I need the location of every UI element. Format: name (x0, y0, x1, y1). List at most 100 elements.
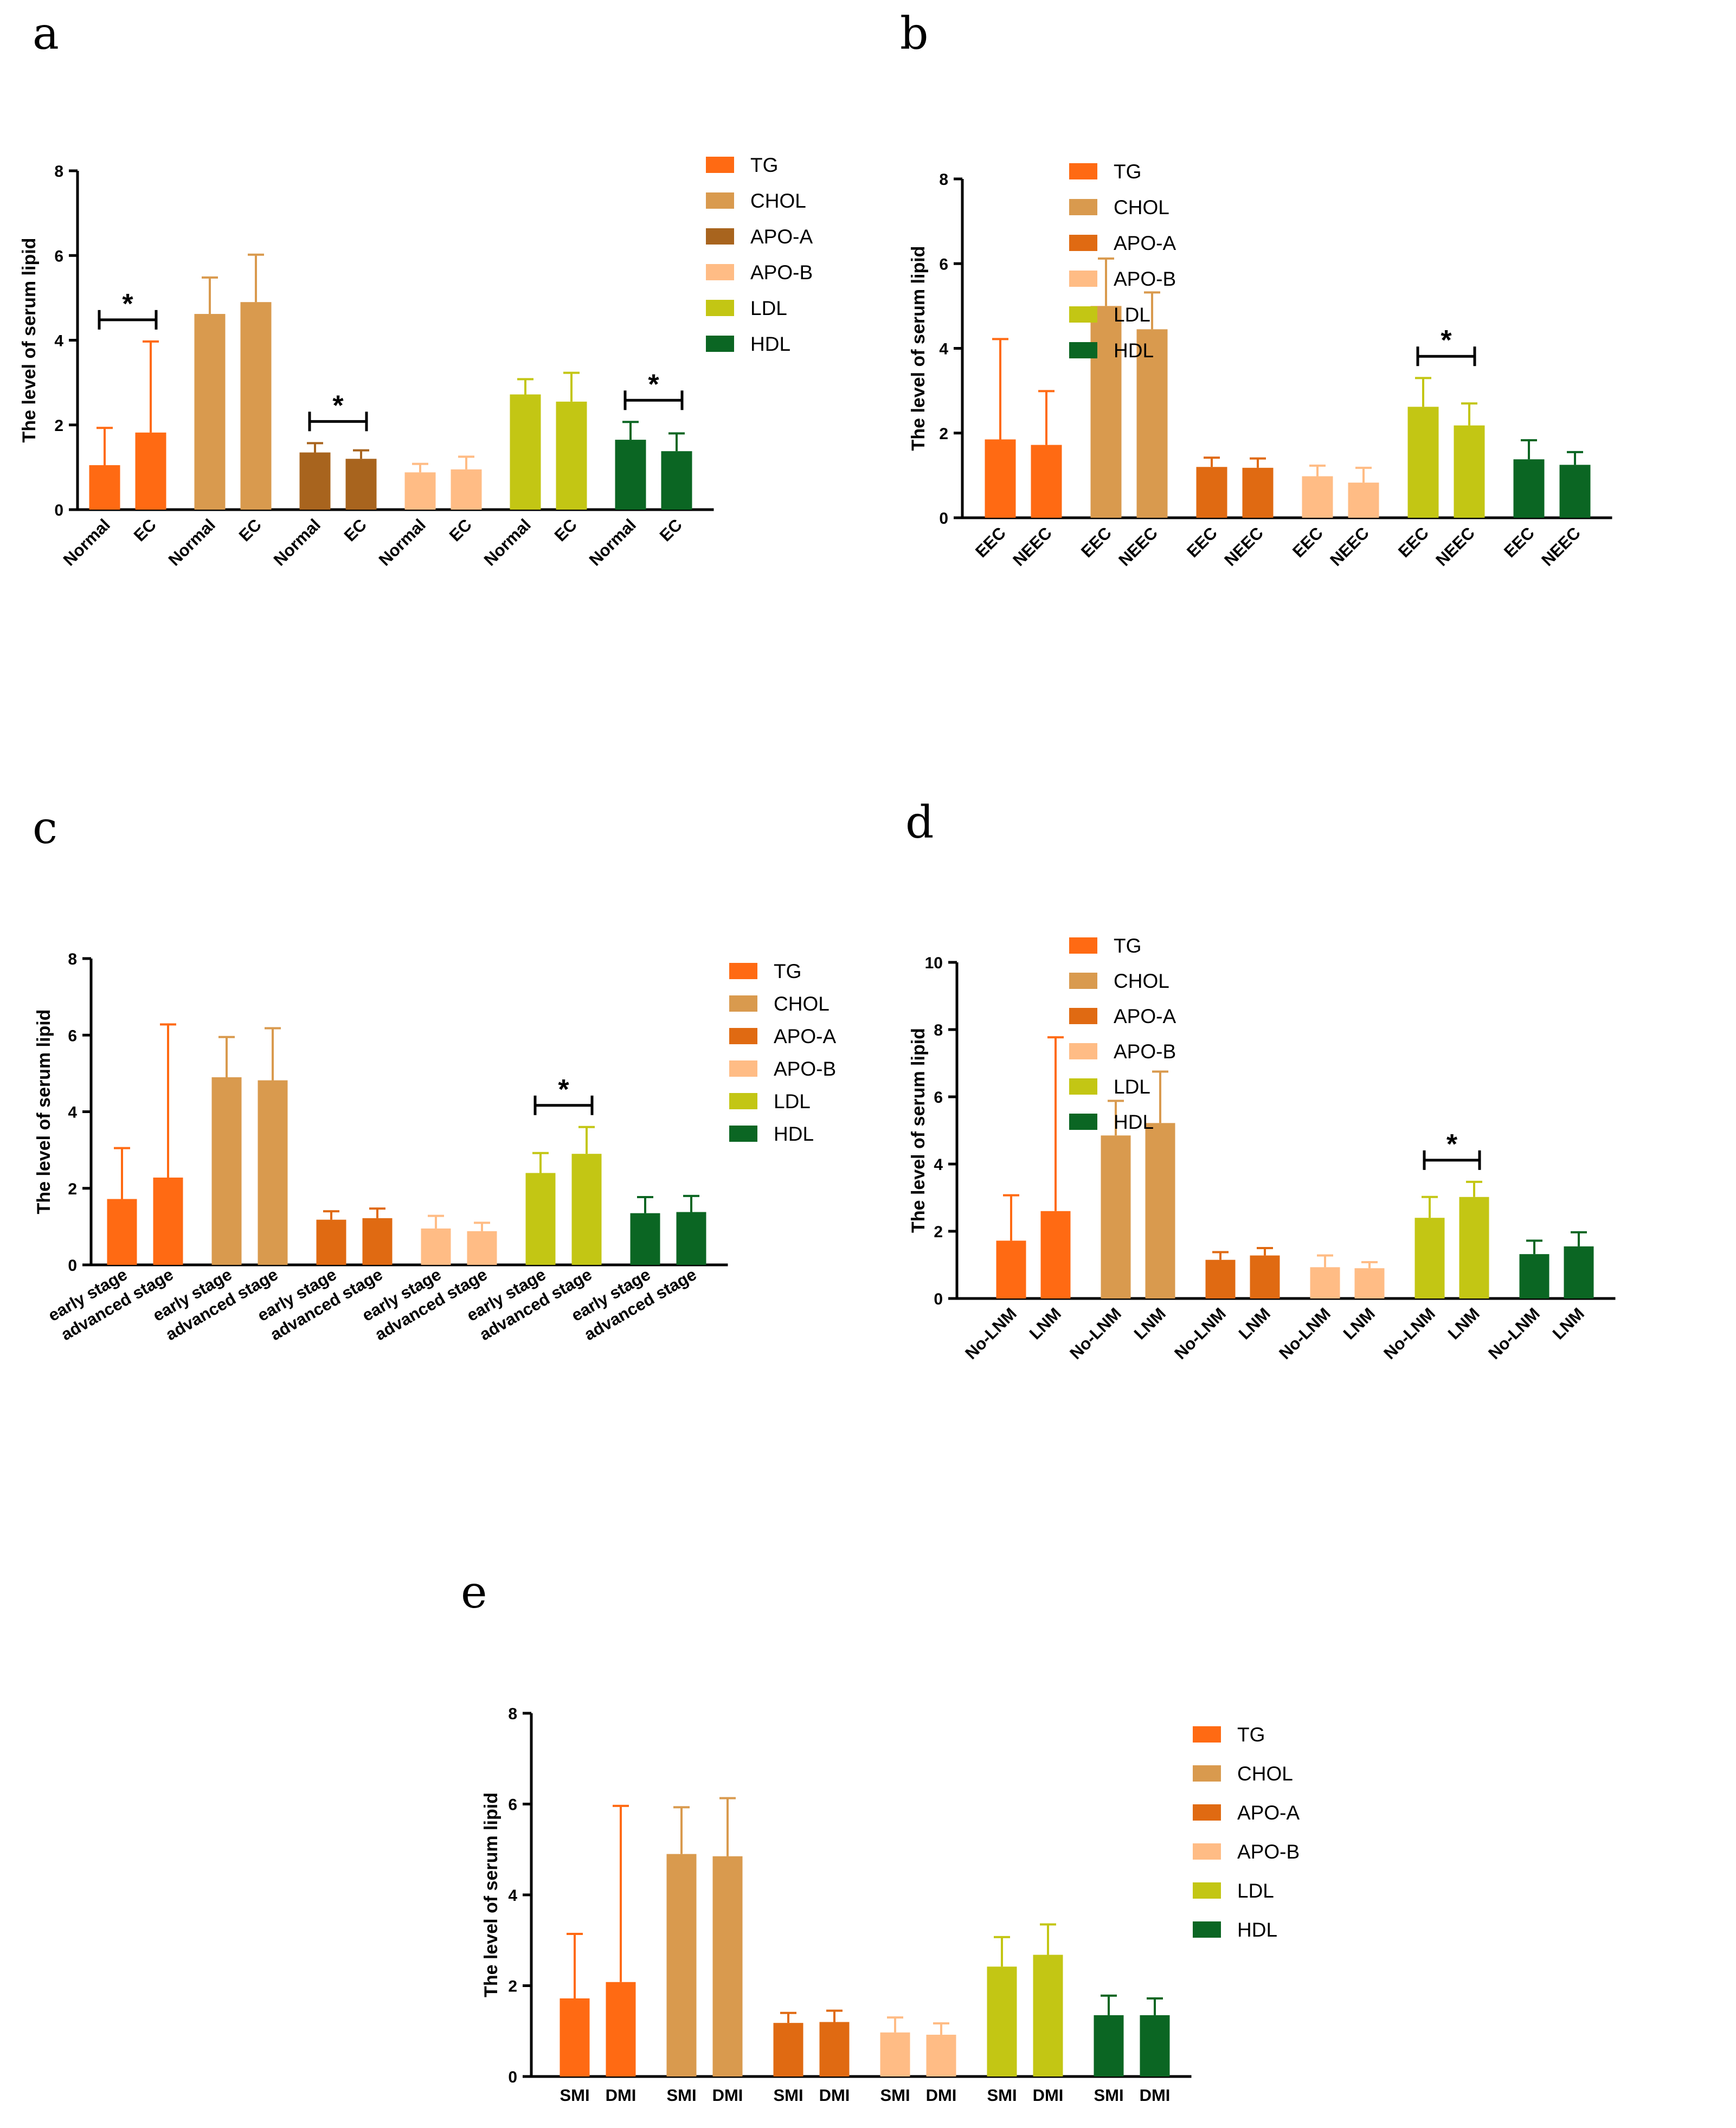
chart-panel-e: e 0 2 4 6 8 The level of serum lipid SMI DMI SMI D… (461, 1567, 1300, 2105)
y-tick-label: 4 (939, 340, 948, 358)
bar-LDL-Normal (510, 394, 541, 510)
legend-label-LDL: LDL (1114, 1076, 1150, 1098)
bar-LDL-advanced stage (571, 1154, 602, 1265)
legend-label-CHOL: CHOL (774, 993, 830, 1015)
bar-HDL-early stage (630, 1213, 660, 1265)
x-category-label: NEEC (1326, 523, 1373, 570)
legend-swatch-CHOL (1069, 199, 1097, 215)
x-category-label: EEC (1183, 523, 1221, 561)
x-category-label: EC (340, 515, 370, 545)
legend-swatch-LDL (706, 300, 734, 316)
y-tick-label: 0 (54, 502, 63, 519)
legend-label-CHOL: CHOL (1114, 970, 1169, 992)
bar-LDL-NEEC (1454, 425, 1485, 518)
x-category-label: DMI (606, 2086, 636, 2105)
bar-APO-B-DMI (926, 2034, 956, 2076)
bar-TG-advanced stage (153, 1177, 183, 1265)
significance-star: * (332, 390, 344, 421)
legend-label-APO-B: APO-B (1114, 1040, 1176, 1063)
legend-swatch-LDL (729, 1093, 757, 1109)
bar-HDL-LNM (1564, 1246, 1594, 1298)
bar-APO-A-DMI (819, 2022, 850, 2076)
x-category-label: LNM (1549, 1304, 1588, 1343)
bar-APO-A-EC (345, 459, 377, 510)
x-category-label: NEEC (1432, 523, 1478, 570)
y-tick-label: 8 (934, 1021, 943, 1039)
y-axis-title: The level of serum lipid (481, 1792, 501, 1997)
bar-TG-LNM (1040, 1211, 1071, 1298)
legend-label-CHOL: CHOL (750, 190, 806, 212)
x-category-label: No-LNM (961, 1304, 1020, 1363)
bar-LDL-EEC (1407, 407, 1439, 518)
significance-star: * (1446, 1129, 1458, 1160)
legend-swatch-HDL (706, 336, 734, 352)
bar-LDL-LNM (1459, 1197, 1489, 1298)
legend-swatch-HDL (1193, 1921, 1221, 1938)
legend-label-APO-A: APO-A (750, 226, 813, 248)
legend-label-TG: TG (1114, 935, 1141, 957)
bar-CHOL-LNM (1145, 1123, 1175, 1298)
bar-HDL-EC (661, 451, 692, 510)
bar-LDL-EC (556, 401, 587, 510)
y-tick-label: 2 (939, 425, 948, 443)
bar-HDL-advanced stage (676, 1212, 706, 1265)
x-category-label: EEC (1289, 523, 1327, 561)
y-tick-label: 2 (54, 417, 63, 435)
bar-APO-A-advanced stage (362, 1218, 393, 1265)
x-category-label: Normal (270, 515, 324, 569)
x-category-label: EC (656, 515, 686, 545)
bar-APO-A-No-LNM (1205, 1259, 1236, 1298)
y-tick-label: 8 (508, 1705, 517, 1723)
legend-label-TG: TG (750, 154, 778, 176)
x-category-label: SMI (1094, 2086, 1123, 2105)
bar-TG-NEEC (1031, 445, 1062, 518)
legend-label-LDL: LDL (774, 1090, 811, 1113)
legend-swatch-APO-B (1193, 1843, 1221, 1860)
legend-swatch-TG (729, 963, 757, 979)
legend-swatch-APO-B (1069, 271, 1097, 287)
panel-letter: b (900, 8, 929, 60)
bar-APO-B-SMI (880, 2032, 910, 2076)
legend-swatch-LDL (1193, 1882, 1221, 1899)
x-category-label: NEEC (1009, 523, 1056, 570)
legend-label-APO-A: APO-A (1114, 232, 1176, 254)
significance-star: * (558, 1074, 569, 1105)
x-category-label: SMI (880, 2086, 910, 2105)
legend-label-HDL: HDL (774, 1123, 814, 1145)
legend-swatch-CHOL (1193, 1765, 1221, 1782)
bar-APO-B-EC (451, 469, 482, 510)
legend-label-APO-A: APO-A (1237, 1802, 1300, 1824)
x-category-label: SMI (773, 2086, 803, 2105)
x-category-label: NEEC (1538, 523, 1584, 570)
legend-label-HDL: HDL (750, 333, 790, 355)
legend-swatch-TG (1069, 163, 1097, 179)
legend-label-LDL: LDL (750, 297, 787, 319)
bar-HDL-Normal (615, 440, 646, 510)
bar-APO-B-No-LNM (1310, 1267, 1340, 1298)
bar-APO-A-EEC (1196, 467, 1227, 518)
bar-HDL-NEEC (1559, 465, 1591, 518)
bar-LDL-DMI (1033, 1955, 1063, 2076)
legend-swatch-APO-A (706, 228, 734, 245)
legend-label-CHOL: CHOL (1114, 196, 1169, 218)
y-tick-label: 6 (939, 255, 948, 273)
legend-label-CHOL: CHOL (1237, 1763, 1293, 1785)
legend-swatch-HDL (1069, 342, 1097, 358)
bar-APO-A-NEEC (1242, 467, 1274, 518)
bar-CHOL-No-LNM (1101, 1135, 1131, 1298)
x-category-label: Normal (586, 515, 640, 569)
bar-APO-A-early stage (316, 1219, 346, 1265)
legend-label-TG: TG (1237, 1724, 1265, 1746)
y-tick-label: 10 (925, 954, 943, 972)
x-category-label: NEEC (1220, 523, 1267, 570)
legend-swatch-APO-A (1069, 235, 1097, 251)
y-tick-label: 4 (54, 332, 63, 350)
x-category-label: DMI (1140, 2086, 1171, 2105)
legend-label-LDL: LDL (1114, 304, 1150, 326)
x-category-label: Normal (480, 515, 535, 569)
legend-label-HDL: HDL (1114, 339, 1154, 362)
bar-CHOL-Normal (194, 314, 226, 510)
legend-label-TG: TG (774, 960, 801, 982)
bar-APO-A-SMI (773, 2023, 803, 2076)
